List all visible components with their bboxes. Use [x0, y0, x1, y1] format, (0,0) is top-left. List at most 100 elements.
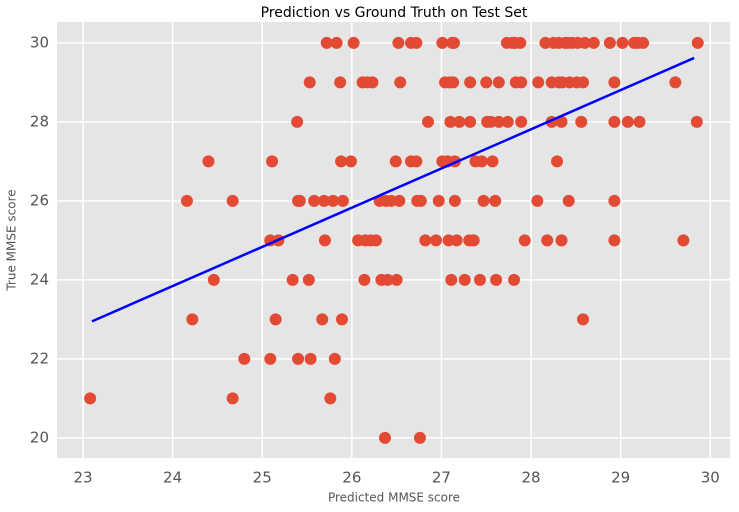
- point: [318, 194, 331, 207]
- point: [473, 273, 486, 286]
- point: [515, 76, 528, 89]
- point: [562, 194, 575, 207]
- point: [316, 313, 329, 326]
- point: [304, 352, 317, 365]
- point: [447, 76, 460, 89]
- point: [366, 76, 379, 89]
- point: [207, 273, 220, 286]
- point: [392, 36, 405, 49]
- point: [514, 36, 527, 49]
- point: [186, 313, 199, 326]
- point: [394, 76, 407, 89]
- point: [453, 115, 466, 128]
- point: [430, 234, 443, 247]
- point: [587, 36, 600, 49]
- point: [637, 36, 650, 49]
- point: [603, 36, 616, 49]
- point: [555, 234, 568, 247]
- point: [432, 194, 445, 207]
- point: [293, 194, 306, 207]
- y-tick-label: 26: [30, 191, 49, 209]
- point: [358, 273, 371, 286]
- point: [616, 36, 629, 49]
- fit-line: [91, 56, 695, 323]
- point: [531, 194, 544, 207]
- point: [419, 234, 432, 247]
- x-tick-label: 28: [522, 469, 541, 487]
- point: [464, 76, 477, 89]
- y-tick-label: 24: [30, 270, 49, 288]
- point: [266, 155, 279, 168]
- point: [202, 155, 215, 168]
- point: [608, 76, 621, 89]
- point: [389, 155, 402, 168]
- point: [621, 115, 634, 128]
- point: [291, 115, 304, 128]
- point: [302, 273, 315, 286]
- point: [84, 392, 97, 405]
- y-axis-label: True MMSE score: [5, 189, 19, 291]
- point: [486, 155, 499, 168]
- point: [677, 234, 690, 247]
- point: [492, 76, 505, 89]
- point: [555, 115, 568, 128]
- point: [334, 76, 347, 89]
- point: [492, 115, 505, 128]
- point: [608, 115, 621, 128]
- point: [320, 36, 333, 49]
- point: [608, 194, 621, 207]
- point: [490, 273, 503, 286]
- point: [690, 115, 703, 128]
- point: [264, 352, 277, 365]
- point: [335, 155, 348, 168]
- point: [518, 234, 531, 247]
- point: [324, 392, 337, 405]
- chart-title: Prediction vs Ground Truth on Test Set: [261, 5, 528, 21]
- point: [381, 273, 394, 286]
- y-tick-label: 22: [30, 349, 49, 367]
- point: [226, 392, 239, 405]
- x-tick-label: 29: [611, 469, 630, 487]
- point: [467, 234, 480, 247]
- point: [541, 234, 554, 247]
- x-tick-label: 24: [163, 469, 182, 487]
- point: [378, 431, 391, 444]
- point: [336, 194, 349, 207]
- y-tick-label: 30: [30, 33, 49, 51]
- point: [308, 194, 321, 207]
- point: [390, 273, 403, 286]
- point: [458, 273, 471, 286]
- point: [477, 194, 490, 207]
- point: [489, 194, 502, 207]
- point: [318, 234, 331, 247]
- point: [269, 313, 282, 326]
- x-tick-label: 26: [342, 469, 361, 487]
- point: [180, 194, 193, 207]
- point: [691, 36, 704, 49]
- point: [410, 36, 423, 49]
- point: [410, 155, 423, 168]
- point: [501, 115, 514, 128]
- x-tick-label: 30: [701, 469, 720, 487]
- point: [445, 273, 458, 286]
- point: [327, 194, 340, 207]
- point: [414, 194, 427, 207]
- x-axis-label: Predicted MMSE score: [328, 491, 460, 505]
- point: [464, 115, 477, 128]
- point: [515, 115, 528, 128]
- point: [370, 234, 383, 247]
- point: [344, 155, 357, 168]
- point: [347, 36, 360, 49]
- point: [475, 155, 488, 168]
- point: [551, 155, 564, 168]
- point: [413, 431, 426, 444]
- point: [444, 115, 457, 128]
- point: [577, 76, 590, 89]
- point: [480, 76, 493, 89]
- x-tick-label: 27: [432, 469, 451, 487]
- point: [393, 194, 406, 207]
- point: [450, 234, 463, 247]
- point: [303, 76, 316, 89]
